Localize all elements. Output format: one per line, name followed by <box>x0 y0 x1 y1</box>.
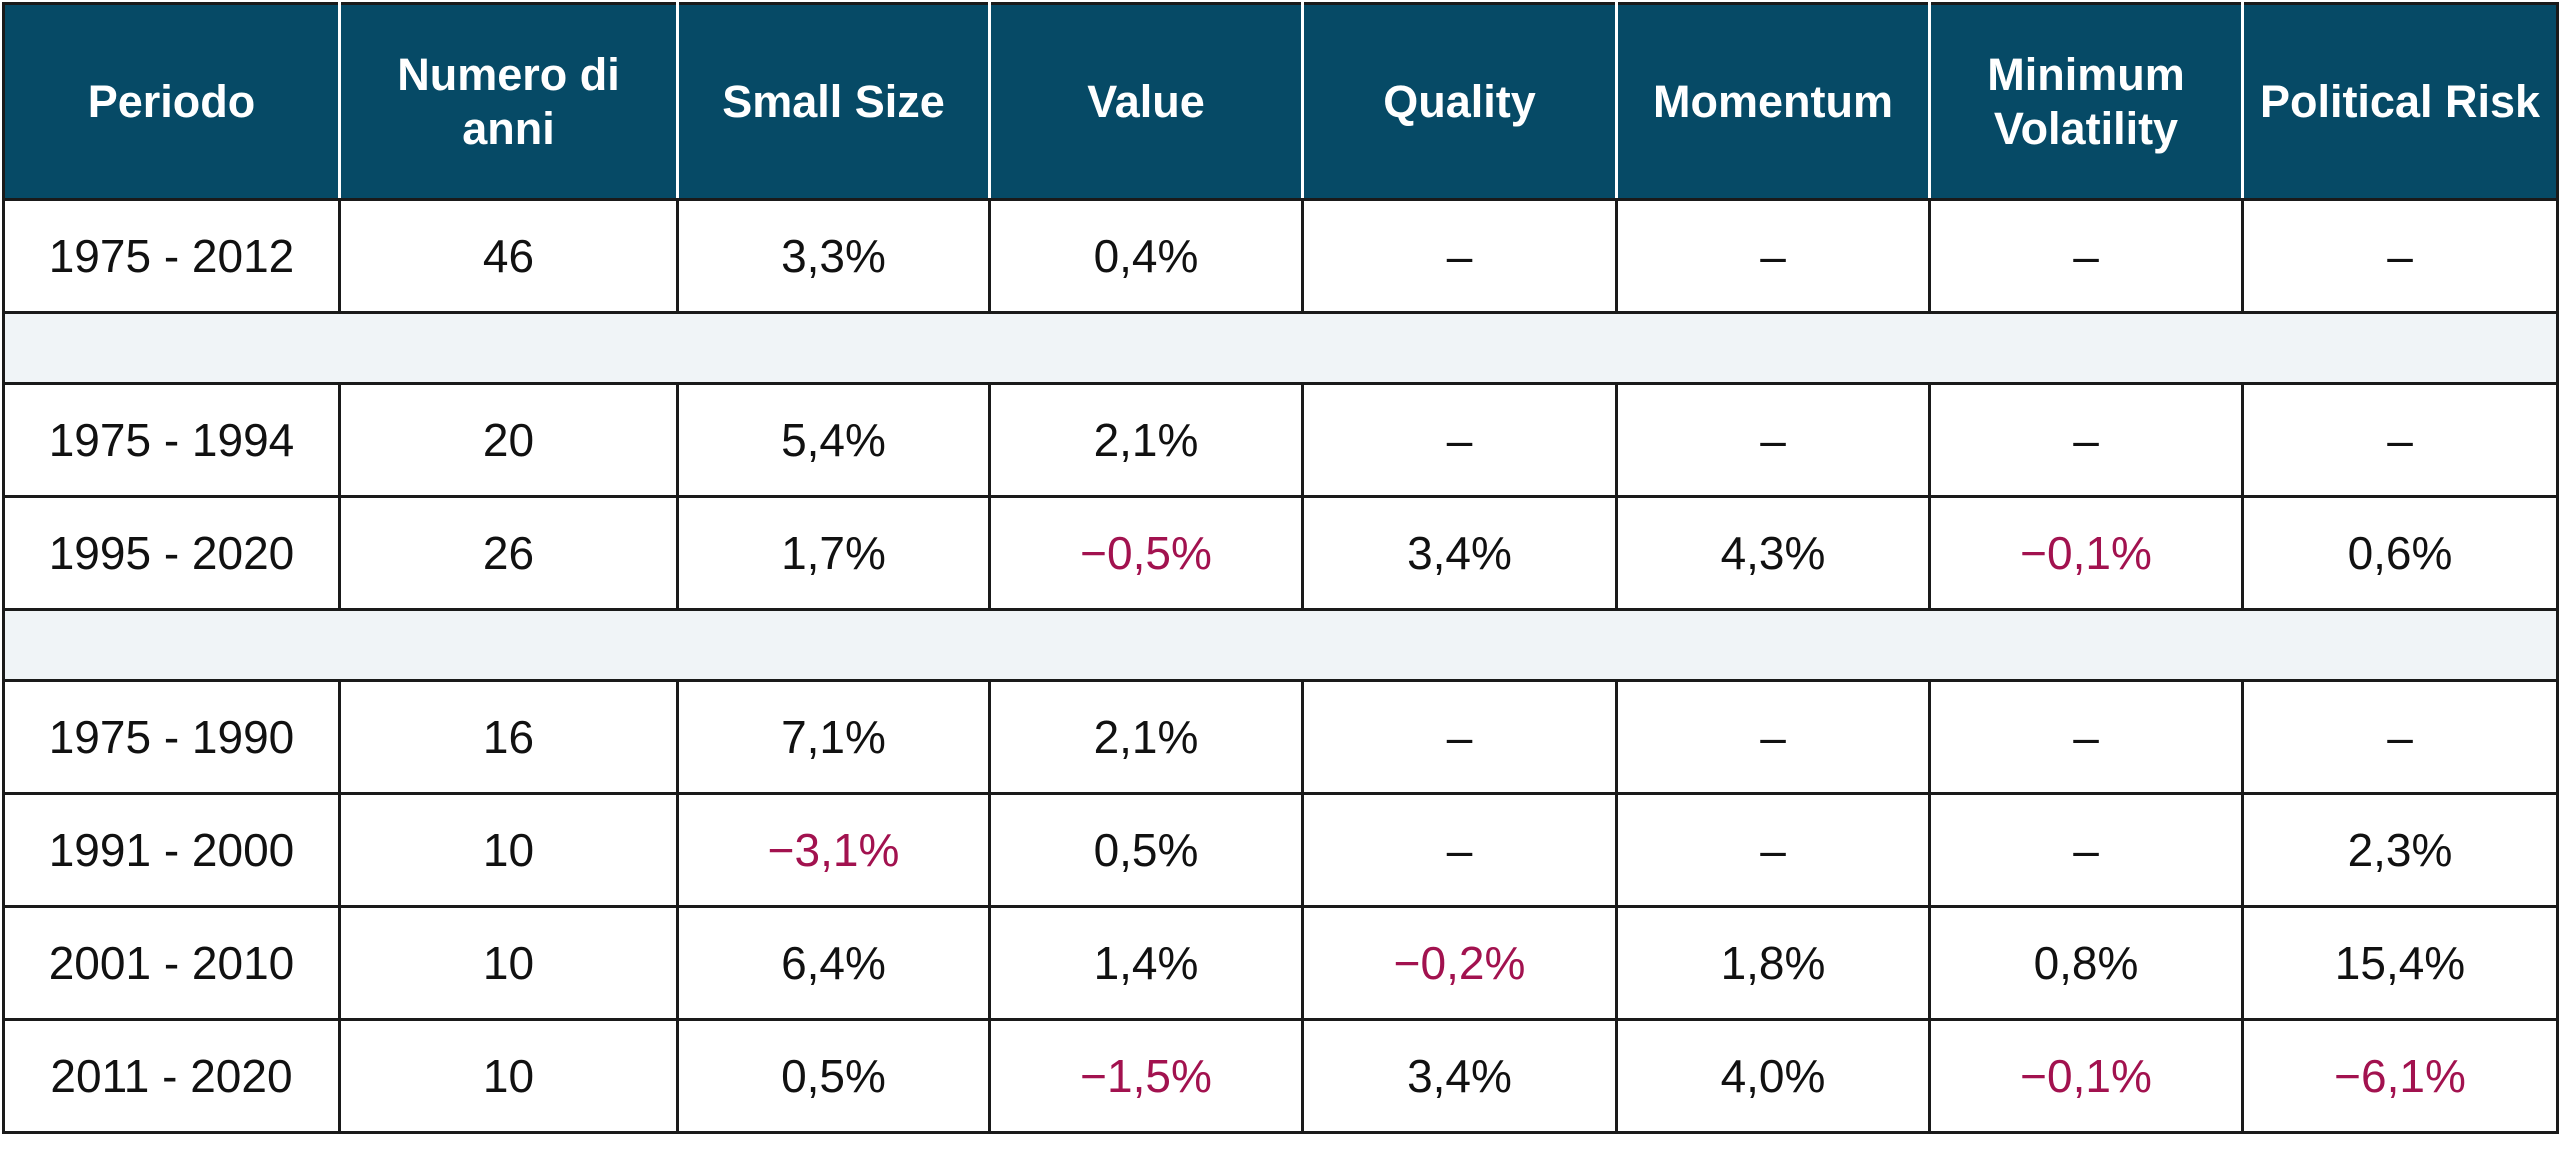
table-row: 2001 - 2010 10 6,4% 1,4% −0,2% 1,8% 0,8% 15,4% <box>2 905 2559 1021</box>
table-cell: 3,3% <box>676 198 991 314</box>
table-cell: 3,4% <box>1301 495 1618 611</box>
table-cell: 1975 - 1994 <box>2 382 341 498</box>
table-cell: – <box>1928 792 2244 908</box>
table-row: 1975 - 2012 46 3,3% 0,4% – – – – <box>2 198 2559 314</box>
table-cell: 46 <box>338 198 679 314</box>
table-cell: 1975 - 2012 <box>2 198 341 314</box>
factor-returns-table: Periodo Numero di anni Small Size Value … <box>2 2 2559 1134</box>
header-row: Periodo Numero di anni Small Size Value … <box>2 2 2559 201</box>
table-cell: – <box>1301 679 1618 795</box>
table-cell: 7,1% <box>676 679 991 795</box>
table-cell: – <box>2241 382 2559 498</box>
header-periodo: Periodo <box>2 2 341 201</box>
header-quality: Quality <box>1301 2 1618 201</box>
table-cell: – <box>1301 382 1618 498</box>
spacer-cell <box>2 311 2559 385</box>
table-row: 1975 - 1990 16 7,1% 2,1% – – – – <box>2 679 2559 795</box>
table-cell: −0,5% <box>988 495 1304 611</box>
table-cell: 1991 - 2000 <box>2 792 341 908</box>
table-cell: – <box>1615 198 1931 314</box>
table-cell: 10 <box>338 905 679 1021</box>
table-cell: 20 <box>338 382 679 498</box>
table-cell: – <box>1928 679 2244 795</box>
table-cell: 1,8% <box>1615 905 1931 1021</box>
table-cell: 2,1% <box>988 679 1304 795</box>
table-cell: – <box>2241 198 2559 314</box>
spacer-row <box>2 608 2559 682</box>
table-cell: 2,1% <box>988 382 1304 498</box>
table-cell: – <box>1301 792 1618 908</box>
header-small-size: Small Size <box>676 2 991 201</box>
table-cell: – <box>1301 198 1618 314</box>
table-body: 1975 - 2012 46 3,3% 0,4% – – – –1975 - 1994 20 5,… <box>2 198 2559 1134</box>
table-cell: 1,7% <box>676 495 991 611</box>
table-cell: 3,4% <box>1301 1018 1618 1134</box>
table-cell: 5,4% <box>676 382 991 498</box>
table-row: 1991 - 2000 10 −3,1% 0,5% – – –2,3% <box>2 792 2559 908</box>
table-cell: – <box>1615 792 1931 908</box>
table-cell: 15,4% <box>2241 905 2559 1021</box>
table-cell: 26 <box>338 495 679 611</box>
table-cell: 0,5% <box>988 792 1304 908</box>
table-cell: – <box>1928 382 2244 498</box>
table-cell: – <box>1615 382 1931 498</box>
table-cell: 6,4% <box>676 905 991 1021</box>
table-cell: −0,1% <box>1928 495 2244 611</box>
table-cell: 1975 - 1990 <box>2 679 341 795</box>
table-cell: 16 <box>338 679 679 795</box>
table-cell: 1995 - 2020 <box>2 495 341 611</box>
spacer-row <box>2 311 2559 385</box>
table-cell: −1,5% <box>988 1018 1304 1134</box>
table-row: 1995 - 2020 26 1,7% −0,5% 3,4% 4,3% −0,1% 0,6% <box>2 495 2559 611</box>
table-cell: −0,2% <box>1301 905 1618 1021</box>
header-minimum-volatility: Minimum Volatility <box>1928 2 2244 201</box>
table-row: 2011 - 2020 10 0,5% −1,5% 3,4% 4,0% −0,1% −6,1% <box>2 1018 2559 1134</box>
header-numero-di-anni: Numero di anni <box>338 2 679 201</box>
table-cell: 4,3% <box>1615 495 1931 611</box>
table-cell: – <box>2241 679 2559 795</box>
table-cell: – <box>1928 198 2244 314</box>
table-cell: 0,8% <box>1928 905 2244 1021</box>
table-cell: 2,3% <box>2241 792 2559 908</box>
table-cell: 1,4% <box>988 905 1304 1021</box>
table-cell: 4,0% <box>1615 1018 1931 1134</box>
table-cell: 0,6% <box>2241 495 2559 611</box>
table-header: Periodo Numero di anni Small Size Value … <box>2 2 2559 201</box>
table-cell: 0,4% <box>988 198 1304 314</box>
table-cell: 10 <box>338 792 679 908</box>
table-cell: – <box>1615 679 1931 795</box>
table-row: 1975 - 1994 20 5,4% 2,1% – – – – <box>2 382 2559 498</box>
table-cell: −6,1% <box>2241 1018 2559 1134</box>
header-political-risk: Political Risk <box>2241 2 2559 201</box>
table-cell: 0,5% <box>676 1018 991 1134</box>
table-cell: 2001 - 2010 <box>2 905 341 1021</box>
table-cell: 2011 - 2020 <box>2 1018 341 1134</box>
header-value: Value <box>988 2 1304 201</box>
header-momentum: Momentum <box>1615 2 1931 201</box>
table-cell: 10 <box>338 1018 679 1134</box>
table-cell: −0,1% <box>1928 1018 2244 1134</box>
table-cell: −3,1% <box>676 792 991 908</box>
spacer-cell <box>2 608 2559 682</box>
